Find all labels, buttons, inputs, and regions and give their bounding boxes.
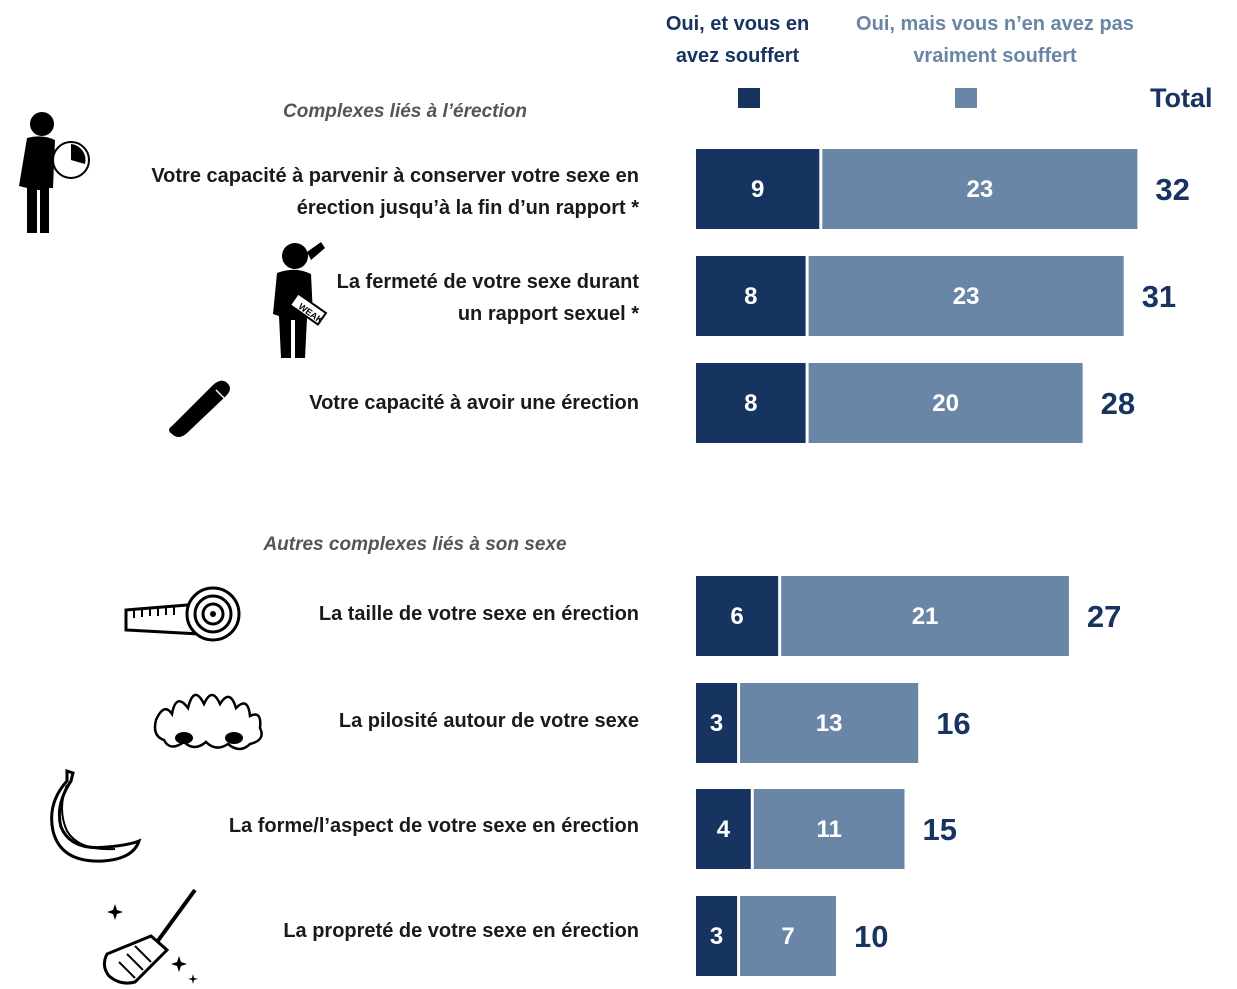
bar-series2 <box>740 683 919 763</box>
bar-series2 <box>781 576 1069 656</box>
bar-label-series1: 3 <box>710 923 723 950</box>
bar-series2 <box>753 789 905 869</box>
total-label: 16 <box>936 706 970 741</box>
total-label: 15 <box>923 812 957 847</box>
total-label: 32 <box>1155 172 1189 207</box>
total-header: Total <box>1150 83 1213 113</box>
bar-series1 <box>696 363 806 443</box>
bar-label-series1: 3 <box>710 710 723 737</box>
bar-label-series1: 6 <box>730 603 743 630</box>
total-label: 10 <box>854 919 888 954</box>
man-clock-icon <box>19 112 90 233</box>
tape-measure-icon <box>124 586 241 642</box>
item-label-conserver-erection: Votre capacité à parvenir à conserver vo… <box>151 165 639 219</box>
item-label-taille: La taille de votre sexe en érection <box>318 603 639 625</box>
bar-label-series2: 23 <box>966 176 993 203</box>
bar-label-series1: 4 <box>717 816 731 843</box>
item-label-capacite-erection: Votre capacité à avoir une érection <box>309 392 639 414</box>
bar-series1 <box>696 896 738 976</box>
bar-label-series1: 8 <box>744 283 757 310</box>
penis-icon <box>169 380 230 437</box>
item-label-pilosite: La pilosité autour de votre sexe <box>338 710 639 732</box>
legend-series2-label: Oui, mais vous n’en avez pas vraiment so… <box>856 13 1134 67</box>
banana-icon <box>50 768 142 863</box>
bar-label-series2: 20 <box>932 390 959 417</box>
bar-series2 <box>808 256 1124 336</box>
item-label-forme: La forme/l’aspect de votre sexe en érect… <box>228 815 639 837</box>
broom-icon <box>102 888 198 985</box>
section-title-erection: Complexes liés à l’érection <box>283 101 527 122</box>
legend-series1-swatch <box>738 88 760 108</box>
bar-label-series2: 7 <box>781 923 794 950</box>
bar-label-series2: 11 <box>816 816 841 843</box>
total-label: 27 <box>1087 599 1121 634</box>
section-title-other: Autres complexes liés à son sexe <box>263 534 567 555</box>
item-label-proprete: La propreté de votre sexe en érection <box>283 920 639 942</box>
total-label: 28 <box>1101 386 1135 421</box>
total-label: 31 <box>1142 279 1176 314</box>
bar-series1 <box>696 789 751 869</box>
bar-series2 <box>740 896 836 976</box>
bar-series1 <box>696 149 820 229</box>
weak-man-icon: WEAK <box>273 242 328 358</box>
hair-bush-icon <box>153 693 263 751</box>
bar-label-series2: 23 <box>953 283 980 310</box>
legend-series2-swatch <box>955 88 977 108</box>
bar-series2 <box>822 149 1138 229</box>
item-label-fermete: La fermeté de votre sexe durant un rappo… <box>336 271 639 325</box>
bar-series1 <box>696 256 806 336</box>
bar-label-series1: 8 <box>744 390 757 417</box>
bar-series1 <box>696 683 738 763</box>
bar-label-series2: 21 <box>912 603 939 630</box>
bar-label-series2: 13 <box>816 710 843 737</box>
bar-series1 <box>696 576 779 656</box>
bar-label-series1: 9 <box>751 176 764 203</box>
legend-series1-label: Oui, et vous en avez souffert <box>665 13 810 67</box>
bar-series2 <box>808 363 1083 443</box>
